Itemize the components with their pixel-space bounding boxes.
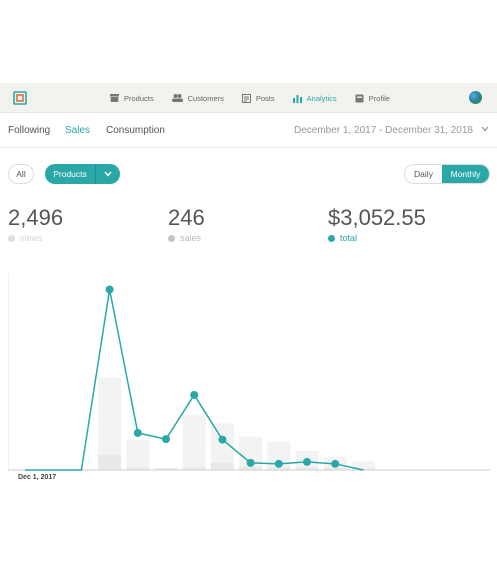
nav-label-products: Products (124, 93, 154, 103)
chart-point (303, 457, 311, 466)
nav-label-posts: Posts (255, 93, 275, 103)
total-legend-dot (328, 234, 335, 242)
chart-bar-views (126, 440, 150, 470)
sub-nav: Following Sales Consumption December 1, … (0, 114, 497, 148)
products-icon (110, 94, 119, 102)
nav-label-customers: Customers (187, 93, 224, 103)
profile-icon (355, 94, 364, 102)
chart-bar-sales (154, 468, 178, 470)
products-filter-dropdown: Products (45, 164, 120, 184)
views-value: 2,496 (8, 205, 64, 230)
chart-bar-sales (323, 468, 347, 470)
chart-bar-sales (182, 467, 206, 470)
top-nav-bar: Products Customers Posts Analytics Profi… (0, 83, 497, 113)
daily-button[interactable]: Daily (405, 165, 442, 183)
total-label: total (340, 233, 358, 243)
app-logo-icon[interactable] (13, 91, 27, 105)
nav-item-products[interactable]: Products (110, 94, 154, 103)
customers-icon (171, 94, 183, 102)
products-dropdown-toggle[interactable] (96, 164, 120, 184)
chevron-down-icon[interactable] (481, 126, 489, 132)
user-avatar[interactable] (469, 91, 482, 104)
sales-legend-dot (168, 234, 175, 242)
chart-bar-sales (126, 467, 150, 470)
views-legend-dot (8, 234, 15, 242)
chart-bar-sales (267, 467, 291, 470)
main-nav: Products Customers Posts Analytics Profi… (110, 83, 408, 113)
chart-bar-views (98, 377, 122, 470)
chart-point (246, 458, 255, 467)
date-range-picker[interactable]: December 1, 2017 - December 31, 2018 (294, 125, 473, 136)
filter-all-button[interactable]: All (8, 164, 34, 184)
chart-bar-sales (210, 462, 234, 470)
x-axis-start-label: Dec 1, 2017 (18, 474, 57, 481)
chart-point (133, 428, 142, 437)
chart-bar-views (210, 423, 234, 470)
analytics-icon (292, 94, 302, 103)
chart-point (331, 459, 340, 468)
nav-item-analytics[interactable]: Analytics (292, 93, 337, 103)
tab-following[interactable]: Following (8, 125, 51, 136)
sales-chart (8, 274, 490, 471)
sales-value: 246 (168, 205, 205, 230)
total-label-row: total (328, 233, 426, 243)
tab-consumption[interactable]: Consumption (106, 125, 165, 136)
posts-icon (241, 93, 251, 103)
chevron-down-icon (104, 171, 112, 177)
stat-total: $3,052.55 total (328, 205, 426, 243)
chart-point (162, 435, 170, 444)
chart-bar-views (351, 461, 375, 470)
chart-point (274, 459, 283, 468)
nav-item-posts[interactable]: Posts (241, 93, 275, 103)
chart-point (190, 390, 199, 399)
stat-sales: 246 sales (168, 205, 205, 243)
chart-bar-sales (239, 467, 263, 470)
chart-bar-views (182, 415, 206, 470)
nav-item-profile[interactable]: Profile (355, 94, 390, 103)
products-filter-button[interactable]: Products (45, 164, 96, 184)
tab-sales[interactable]: Sales (65, 125, 91, 136)
views-label: views (20, 233, 43, 243)
period-toggle: Daily Monthly (404, 164, 490, 184)
nav-item-customers[interactable]: Customers (171, 93, 224, 103)
views-label-row: views (8, 233, 63, 243)
nav-label-profile: Profile (368, 93, 390, 103)
monthly-button[interactable]: Monthly (442, 165, 489, 183)
total-value: $3,052.55 (328, 205, 426, 230)
chart-bar-views (239, 436, 263, 470)
chart-bar-sales (98, 454, 122, 470)
chart-point (218, 435, 227, 444)
sales-label-row: sales (168, 233, 205, 243)
nav-label-analytics: Analytics (306, 93, 337, 103)
chart-point (105, 285, 114, 294)
chart-bar-sales (295, 467, 319, 470)
sales-label: sales (180, 233, 202, 243)
stat-views: 2,496 views (8, 205, 63, 243)
